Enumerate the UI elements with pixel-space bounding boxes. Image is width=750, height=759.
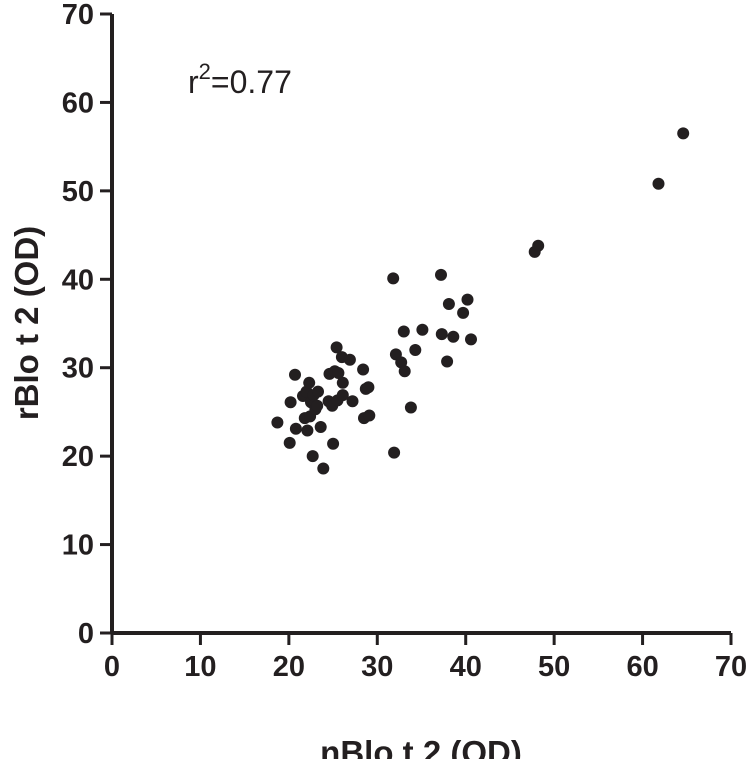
data-point	[271, 416, 284, 429]
data-point	[327, 437, 340, 450]
data-point	[363, 409, 376, 422]
x-tick-label: 10	[184, 651, 216, 683]
data-point	[303, 376, 316, 389]
data-point	[435, 328, 448, 341]
y-tick-label: 0	[78, 618, 94, 650]
y-ticks: 0 10 20 30 40 50 60 70	[62, 0, 112, 650]
data-point	[357, 363, 370, 376]
y-tick-label: 10	[62, 530, 94, 562]
x-axis-title: nBlo t 2 (OD)	[320, 734, 522, 759]
x-ticks: 0 10 20 30 40 50 60 70	[104, 633, 747, 683]
r-squared-annotation: r2=0.77	[188, 59, 292, 100]
data-point	[311, 399, 324, 412]
data-point	[314, 421, 327, 433]
y-tick-label: 30	[62, 353, 94, 385]
data-point	[409, 344, 422, 356]
data-point	[441, 355, 454, 368]
data-point	[652, 177, 665, 190]
data-point	[457, 306, 470, 319]
y-tick-label: 20	[62, 441, 94, 473]
data-point	[330, 341, 343, 354]
axes	[110, 14, 731, 635]
data-point	[398, 365, 411, 378]
data-point	[397, 325, 410, 338]
data-point	[416, 323, 429, 336]
r-squared-base: r	[188, 64, 199, 100]
y-tick-label: 40	[62, 264, 94, 296]
data-point	[532, 239, 545, 252]
data-point	[301, 424, 314, 437]
data-point	[362, 381, 375, 394]
data-point	[435, 268, 447, 281]
data-point	[387, 272, 400, 285]
y-tick-label: 70	[62, 0, 94, 31]
data-point	[306, 450, 319, 463]
r-squared-value: =0.77	[211, 64, 292, 100]
data-point	[336, 389, 349, 402]
data-point	[677, 127, 690, 140]
data-point	[289, 368, 301, 381]
data-point	[289, 422, 302, 435]
data-point	[346, 395, 359, 408]
x-tick-label: 70	[715, 651, 747, 683]
y-axis-title: rBlo t 2 (OD)	[8, 226, 45, 420]
x-tick-label: 0	[104, 651, 120, 683]
r-squared-sup: 2	[199, 59, 211, 84]
x-tick-label: 60	[626, 651, 658, 683]
data-point	[283, 436, 296, 449]
data-point	[388, 446, 401, 459]
data-point	[465, 333, 477, 346]
data-point	[404, 401, 417, 414]
x-tick-label: 50	[538, 651, 570, 683]
y-tick-label: 50	[62, 176, 94, 208]
data-point	[447, 330, 460, 343]
data-points	[271, 127, 690, 475]
data-point	[332, 367, 345, 379]
data-point	[442, 298, 455, 310]
data-point	[317, 462, 330, 475]
data-point	[336, 376, 349, 389]
x-tick-label: 20	[273, 651, 305, 683]
data-point	[284, 396, 297, 409]
x-tick-label: 30	[361, 651, 393, 683]
data-point	[343, 353, 356, 366]
data-point	[461, 293, 474, 306]
data-point	[312, 385, 324, 398]
y-tick-label: 60	[62, 87, 94, 119]
x-tick-label: 40	[450, 651, 482, 683]
